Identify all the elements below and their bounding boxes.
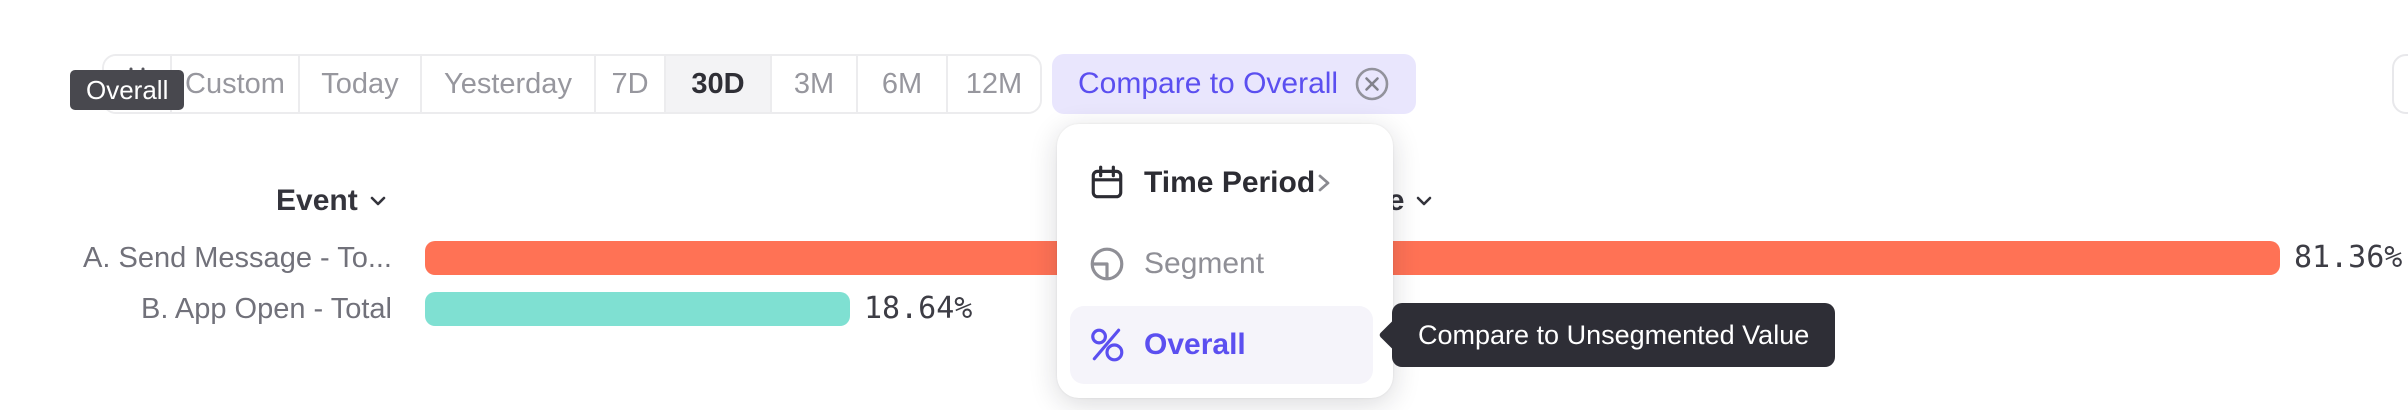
column-header-event[interactable]: Event (276, 184, 389, 218)
bar-app-open[interactable] (425, 292, 850, 326)
bar-row-label-b: B. App Open - Total (141, 293, 392, 325)
compare-to-overall-button[interactable]: Compare to Overall (1052, 54, 1417, 114)
range-button-6m[interactable]: 6M (856, 56, 946, 112)
compare-to-overall-label: Compare to Overall (1078, 67, 1339, 100)
menu-item-segment[interactable]: Segment (1070, 225, 1373, 303)
menu-item-label: Overall (1144, 328, 1246, 361)
clipped-right-edge-button[interactable] (2392, 54, 2408, 114)
range-button-12m[interactable]: 12M (946, 56, 1040, 112)
chevron-down-icon (1413, 190, 1435, 212)
range-button-7d[interactable]: 7D (594, 56, 664, 112)
menu-item-label: Segment (1144, 247, 1265, 280)
menu-item-time-period[interactable]: Time Period (1070, 144, 1373, 222)
bar-row-b: 18.64% (425, 292, 2400, 326)
bar-row-a: 81.36% (425, 240, 2403, 275)
range-button-yesterday[interactable]: Yesterday (420, 56, 594, 112)
menu-item-overall-selected[interactable]: Overall (1070, 306, 1373, 384)
segment-icon (1088, 245, 1126, 283)
bar-row-label-a: A. Send Message - To... (83, 242, 392, 274)
bar-value-a: 81.36% (2294, 240, 2403, 275)
menu-item-label: Time Period (1144, 166, 1316, 199)
calendar-icon (1088, 164, 1126, 202)
circled-x-remove-icon[interactable] (1354, 66, 1390, 102)
bar-track: 18.64% (425, 292, 2280, 326)
range-button-custom[interactable]: Custom (170, 56, 298, 112)
chevron-right-icon (1313, 172, 1335, 194)
range-button-today[interactable]: Today (298, 56, 420, 112)
range-button-3m[interactable]: 3M (770, 56, 856, 112)
chevron-down-icon (367, 190, 389, 212)
percent-icon (1088, 326, 1126, 364)
date-range-segmented-control: Custom Today Yesterday 7D 30D 3M 6M 12M (102, 54, 1042, 114)
compare-dropdown-menu: Time Period Segment (1057, 124, 1393, 398)
range-button-30d-selected[interactable]: 30D (664, 56, 770, 112)
event-header-label: Event (276, 184, 358, 217)
overall-hover-tooltip: Overall (70, 70, 185, 110)
compare-unsegmented-tooltip: Compare to Unsegmented Value (1392, 303, 1836, 367)
bar-value-b: 18.64% (863, 291, 973, 326)
